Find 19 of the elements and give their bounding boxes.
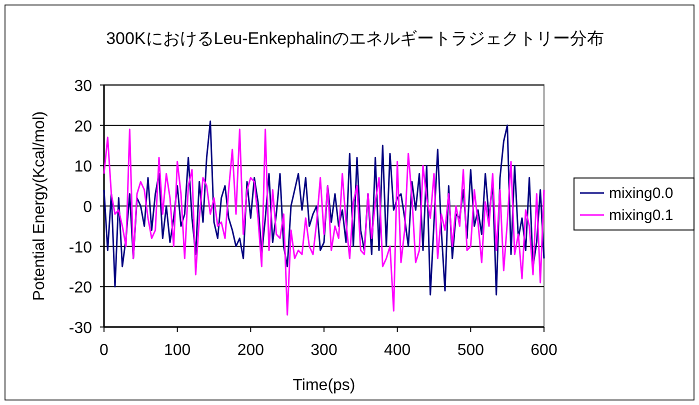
x-tick-label: 600 [530, 342, 558, 359]
x-tick-label: 500 [457, 342, 484, 359]
y-tick-label: -10 [68, 239, 92, 256]
x-tick-label: 200 [237, 342, 264, 359]
y-tick-label: 20 [74, 118, 92, 136]
y-tick-label: 10 [74, 158, 92, 176]
legend-label: mixing0.0 [609, 185, 674, 202]
x-tick-label: 0 [100, 342, 109, 359]
y-tick-label: -20 [68, 280, 92, 297]
x-tick-label: 400 [384, 342, 411, 359]
y-axis-title: Potential Energy(Kcal/mol) [31, 111, 48, 301]
y-tick-label: -30 [68, 320, 92, 337]
y-tick-label: 0 [83, 199, 92, 216]
x-tick-label: 300 [310, 342, 338, 359]
chart-title: 300KにおけるLeu-Enkephalinのエネルギートラジェクトリー分布 [106, 29, 604, 48]
y-tick-label: 30 [74, 78, 92, 95]
x-tick-label: 100 [164, 342, 191, 359]
x-axis-title: Time(ps) [292, 377, 356, 394]
legend-label: mixing0.1 [609, 207, 674, 224]
